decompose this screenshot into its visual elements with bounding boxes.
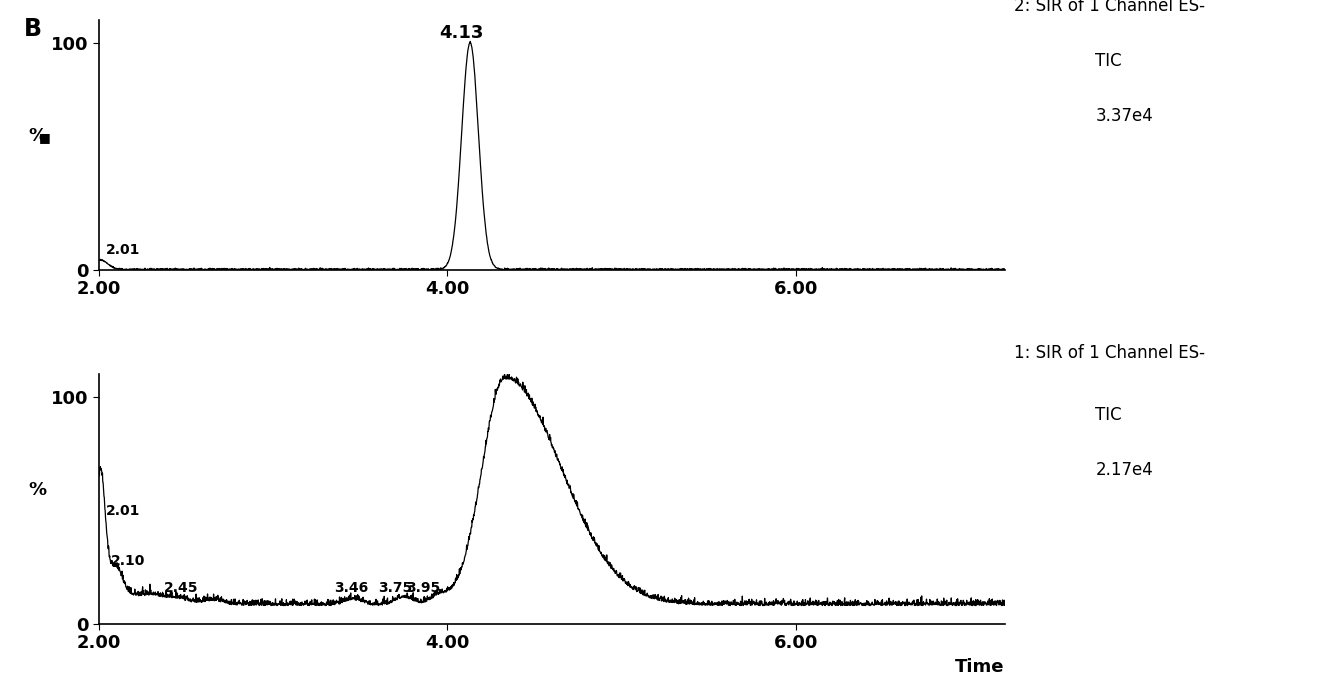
Text: 2: SIR of 1 Channel ES-: 2: SIR of 1 Channel ES- (1014, 0, 1204, 16)
Text: 2.01: 2.01 (106, 504, 140, 518)
Text: TIC: TIC (1096, 52, 1122, 71)
Text: 3.37e4: 3.37e4 (1096, 107, 1153, 125)
Y-axis label: %: % (28, 481, 46, 499)
X-axis label: Time: Time (956, 658, 1005, 676)
Text: 4.13: 4.13 (439, 24, 483, 43)
Text: 2.10: 2.10 (111, 554, 145, 567)
Text: 2.01: 2.01 (106, 243, 140, 257)
Text: 2.17e4: 2.17e4 (1096, 461, 1153, 479)
Text: 1: SIR of 1 Channel ES-: 1: SIR of 1 Channel ES- (1014, 344, 1204, 362)
Y-axis label: %: % (28, 127, 46, 145)
Text: ■: ■ (38, 131, 50, 144)
Text: 3.75: 3.75 (378, 581, 412, 595)
Text: 2.45: 2.45 (164, 581, 198, 595)
Text: TIC: TIC (1096, 406, 1122, 424)
Text: 3.95: 3.95 (406, 581, 440, 595)
Text: 3.46: 3.46 (334, 581, 369, 595)
Text: B: B (24, 17, 42, 41)
